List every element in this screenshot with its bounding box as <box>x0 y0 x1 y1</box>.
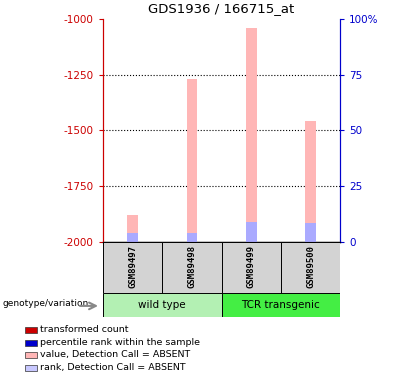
Text: transformed count: transformed count <box>40 325 129 334</box>
Bar <box>246 28 257 242</box>
Bar <box>25 365 37 371</box>
Text: GSM89500: GSM89500 <box>306 244 315 288</box>
Bar <box>127 215 138 242</box>
Bar <box>103 242 162 292</box>
Bar <box>222 292 340 317</box>
Text: rank, Detection Call = ABSENT: rank, Detection Call = ABSENT <box>40 363 186 372</box>
Bar <box>246 222 257 242</box>
Text: GSM89499: GSM89499 <box>247 244 256 288</box>
Title: GDS1936 / 166715_at: GDS1936 / 166715_at <box>148 2 295 15</box>
Text: wild type: wild type <box>139 300 186 310</box>
Bar <box>186 79 197 242</box>
Bar <box>25 327 37 333</box>
Bar <box>281 242 340 292</box>
Bar <box>305 223 316 242</box>
Text: TCR transgenic: TCR transgenic <box>241 300 320 310</box>
Bar <box>305 122 316 242</box>
Text: percentile rank within the sample: percentile rank within the sample <box>40 338 200 346</box>
Bar <box>162 242 222 292</box>
Text: GSM89497: GSM89497 <box>128 244 137 288</box>
Bar <box>25 339 37 346</box>
Text: GSM89498: GSM89498 <box>187 244 197 288</box>
Bar <box>103 292 222 317</box>
Bar <box>186 233 197 242</box>
Bar <box>222 242 281 292</box>
Text: value, Detection Call = ABSENT: value, Detection Call = ABSENT <box>40 350 191 359</box>
Bar <box>25 352 37 358</box>
Bar <box>127 233 138 242</box>
Text: genotype/variation: genotype/variation <box>2 299 88 308</box>
